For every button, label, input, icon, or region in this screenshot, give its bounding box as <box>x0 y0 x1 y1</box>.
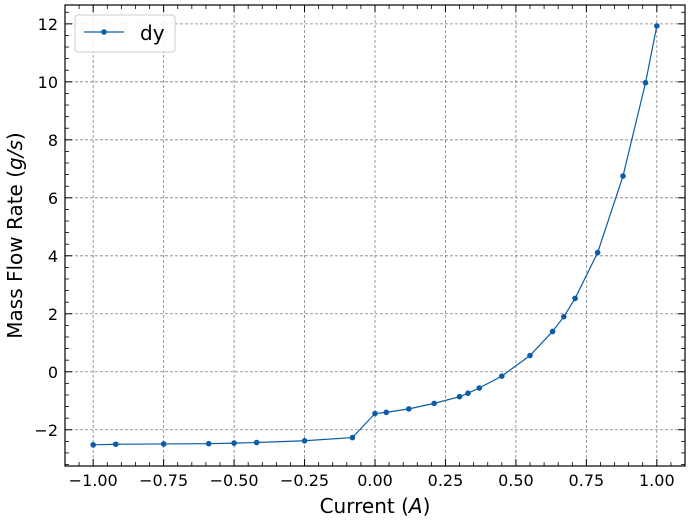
data-point <box>456 393 463 400</box>
series-layer <box>90 23 660 448</box>
x-tick-label: 0.25 <box>428 471 464 490</box>
x-tick-label: −1.00 <box>69 471 118 490</box>
y-tick-label: 8 <box>48 131 58 150</box>
data-point <box>406 406 412 412</box>
tick-labels: −1.00 −0.75 −0.50 −0.25 0.00 0.25 0.50 0.75 1.00… <box>34 15 674 490</box>
data-point <box>465 390 471 397</box>
data-point <box>642 79 649 86</box>
data-point <box>301 437 308 444</box>
data-point <box>349 434 356 441</box>
legend-box <box>74 14 176 53</box>
data-point <box>90 442 96 448</box>
data-point <box>231 440 237 446</box>
x-tick-label: 0.75 <box>569 471 605 490</box>
y-tick-label: 6 <box>48 189 58 208</box>
y-axis-label: Mass Flow Rate (g/s) <box>3 132 27 338</box>
data-point <box>561 313 567 320</box>
data-point <box>654 23 660 29</box>
data-point <box>572 295 578 302</box>
data-point <box>372 410 378 417</box>
data-point <box>160 441 167 447</box>
data-point <box>620 173 626 179</box>
legend-label: dy <box>140 21 165 45</box>
data-point <box>112 441 119 448</box>
x-tick-label: −0.25 <box>280 471 329 490</box>
y-tick-label: 2 <box>48 305 58 324</box>
series-line-dy <box>93 25 658 446</box>
data-point <box>476 385 483 391</box>
ticks <box>64 5 686 466</box>
x-tick-label: 0.50 <box>498 471 534 490</box>
data-point <box>253 439 260 446</box>
data-point <box>205 440 212 447</box>
x-tick-label: −0.50 <box>210 471 259 490</box>
x-axis-label: Current (A) <box>320 494 431 518</box>
legend: dy <box>74 14 176 53</box>
x-tick-label: −0.75 <box>139 471 188 490</box>
data-point <box>594 249 601 256</box>
grid <box>65 5 685 466</box>
x-tick-label: 0.00 <box>357 471 393 490</box>
data-point <box>549 328 556 335</box>
data-point <box>383 409 390 416</box>
x-tick-label: 1.00 <box>639 471 675 490</box>
y-tick-label: 4 <box>48 247 58 266</box>
y-tick-label: −2 <box>34 421 58 440</box>
y-tick-label: 0 <box>48 363 58 382</box>
data-point <box>431 400 437 407</box>
y-tick-label: 12 <box>38 15 58 34</box>
legend-marker-swatch <box>101 29 107 35</box>
data-point <box>499 373 505 379</box>
data-point <box>527 352 533 359</box>
y-tick-label: 10 <box>38 73 58 92</box>
